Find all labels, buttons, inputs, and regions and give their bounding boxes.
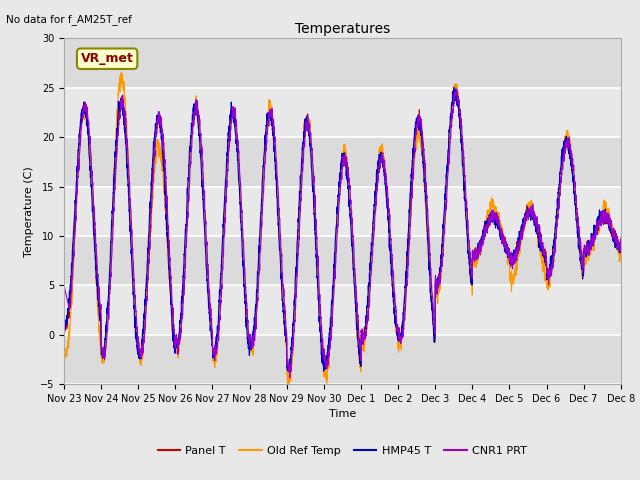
HMP45 T	[547, 263, 554, 269]
Bar	[64, 236, 621, 285]
Panel T	[617, 237, 625, 242]
Panel T	[60, 311, 68, 316]
HMP45 T	[450, 84, 458, 90]
HMP45 T	[274, 212, 282, 218]
HMP45 T	[60, 324, 68, 329]
Line: Panel T: Panel T	[64, 84, 621, 372]
Line: HMP45 T: HMP45 T	[64, 87, 621, 372]
Line: CNR1 PRT: CNR1 PRT	[64, 89, 621, 378]
CNR1 PRT	[157, 118, 164, 123]
Old Ref Temp	[617, 234, 625, 240]
Text: VR_met: VR_met	[81, 52, 134, 65]
X-axis label: Time: Time	[329, 409, 356, 419]
CNR1 PRT	[606, 221, 614, 227]
Old Ref Temp	[124, 142, 132, 148]
CNR1 PRT	[617, 236, 625, 242]
Panel T	[298, 162, 306, 168]
Title: Temperatures: Temperatures	[295, 22, 390, 36]
Old Ref Temp	[547, 267, 554, 273]
Old Ref Temp	[118, 69, 125, 75]
Bar	[64, 38, 621, 88]
CNR1 PRT	[286, 375, 294, 381]
Panel T	[452, 81, 460, 87]
Panel T	[285, 369, 292, 374]
CNR1 PRT	[298, 179, 306, 185]
Old Ref Temp	[285, 385, 292, 391]
Old Ref Temp	[157, 146, 164, 152]
CNR1 PRT	[274, 177, 282, 183]
Panel T	[124, 163, 131, 169]
Old Ref Temp	[298, 160, 306, 166]
Line: Old Ref Temp: Old Ref Temp	[64, 72, 621, 388]
HMP45 T	[157, 125, 164, 131]
CNR1 PRT	[60, 282, 68, 288]
HMP45 T	[285, 369, 292, 375]
HMP45 T	[124, 176, 131, 181]
CNR1 PRT	[547, 272, 554, 277]
Panel T	[547, 274, 554, 279]
Panel T	[274, 190, 282, 196]
HMP45 T	[617, 238, 625, 243]
CNR1 PRT	[452, 86, 460, 92]
Bar	[64, 137, 621, 187]
Panel T	[606, 221, 614, 227]
Old Ref Temp	[60, 338, 68, 344]
Old Ref Temp	[606, 228, 614, 234]
Y-axis label: Temperature (C): Temperature (C)	[24, 166, 35, 257]
Panel T	[157, 125, 164, 131]
Old Ref Temp	[274, 199, 282, 205]
Legend: Panel T, Old Ref Temp, HMP45 T, CNR1 PRT: Panel T, Old Ref Temp, HMP45 T, CNR1 PRT	[153, 442, 532, 460]
Text: No data for f_AM25T_ref: No data for f_AM25T_ref	[6, 14, 132, 25]
Bar	[64, 335, 621, 384]
CNR1 PRT	[124, 144, 131, 149]
HMP45 T	[606, 224, 614, 230]
HMP45 T	[298, 161, 306, 167]
